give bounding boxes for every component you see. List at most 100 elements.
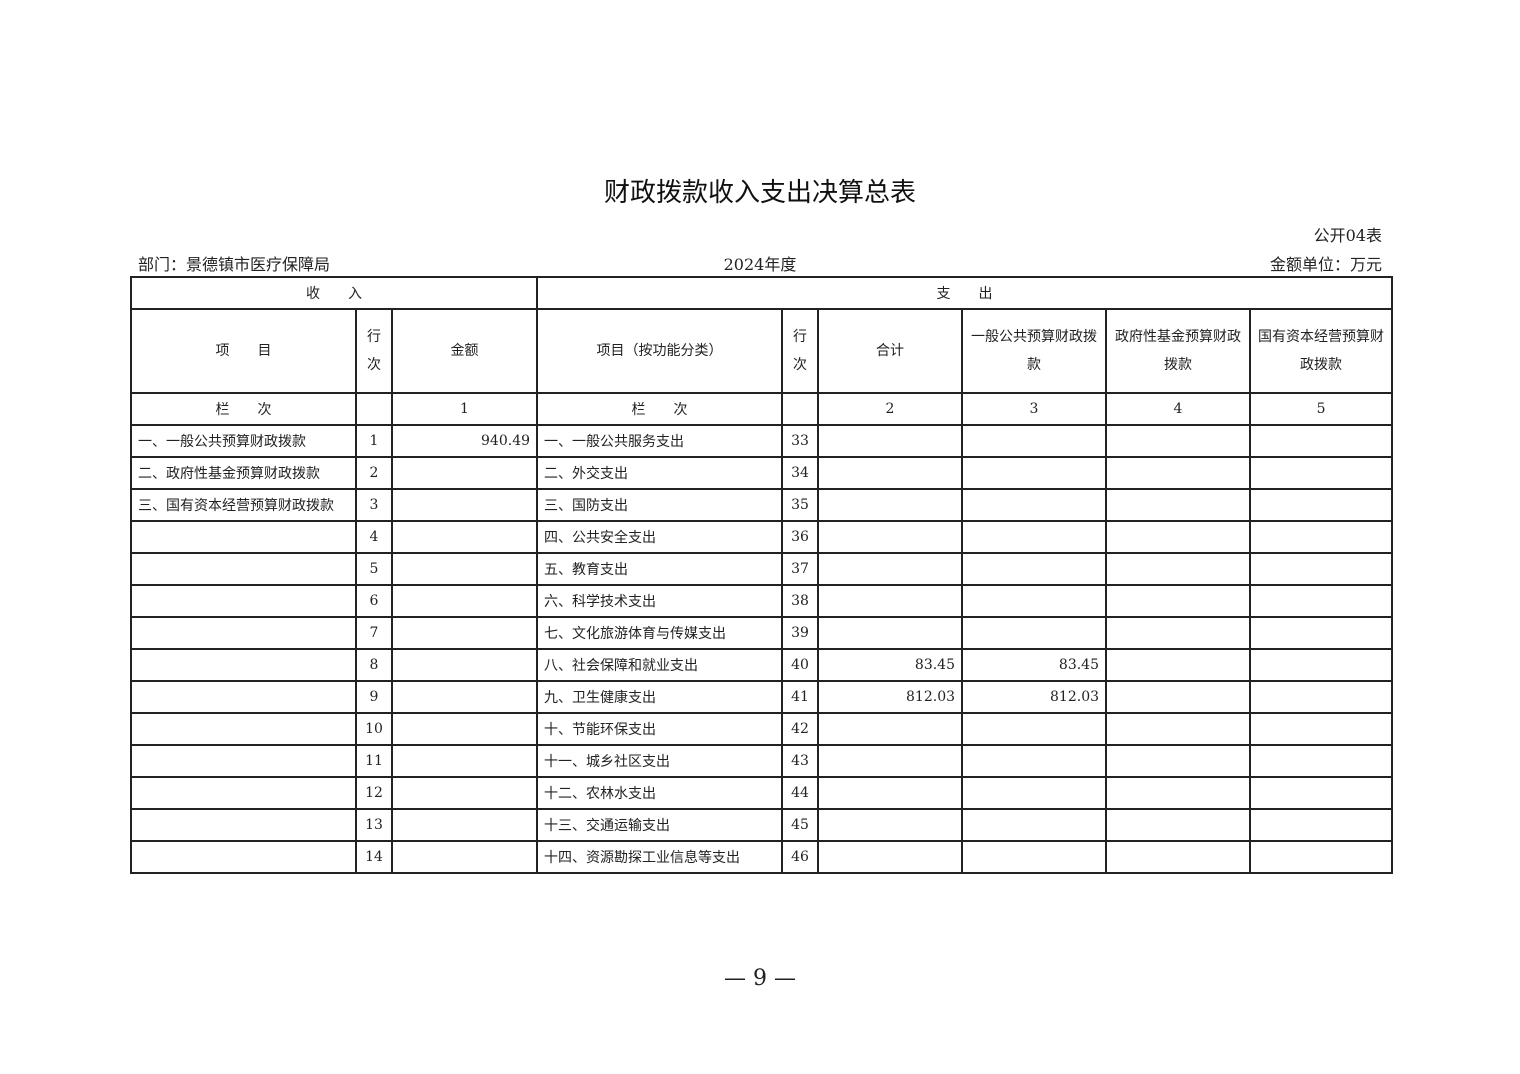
index-state-capital: 5 [1249,392,1394,426]
cell-expense-row: 38 [781,584,820,618]
cell-state-capital [1249,840,1394,874]
cell-income-amount [390,520,539,554]
cell-expense-row: 44 [781,776,820,810]
cell-income-item: 二、政府性基金预算财政拨款 [130,456,357,490]
cell-general-budget: 812.03 [961,680,1108,714]
cell-gov-fund [1105,648,1252,682]
table-row: 13 十三、交通运输支出 45 [130,808,1394,842]
table-row: 14 十四、资源勘探工业信息等支出 46 [130,840,1394,874]
cell-expense-row: 34 [781,456,820,490]
header-gov-fund: 政府性基金预算财政拨款 [1105,308,1252,394]
cell-state-capital [1249,584,1394,618]
fiscal-year: 2024年度 [723,255,797,274]
table-row: 5 五、教育支出 37 [130,552,1394,586]
table-row: 二、政府性基金预算财政拨款 2 二、外交支出 34 [130,456,1394,490]
cell-income-item [130,584,357,618]
cell-expense-item: 五、教育支出 [536,552,784,586]
cell-income-row: 5 [355,552,393,586]
cell-income-amount [390,584,539,618]
form-code: 公开04表 [1313,226,1382,245]
cell-state-capital [1249,520,1394,554]
cell-expense-row: 35 [781,488,820,522]
cell-total [817,584,964,618]
cell-expense-row: 36 [781,520,820,554]
cell-income-row: 7 [355,616,393,650]
cell-total [817,520,964,554]
cell-expense-row: 37 [781,552,820,586]
cell-expense-item: 三、国防支出 [536,488,784,522]
cell-expense-item: 十四、资源勘探工业信息等支出 [536,840,784,874]
budget-summary-table: 收 入 支 出 项 目 行次 金额 项目（按功能分类） 行次 合计 一般公共预算… [129,276,1394,874]
page-number: — 9 — [724,966,796,991]
cell-gov-fund [1105,520,1252,554]
cell-state-capital [1249,776,1394,810]
cell-expense-item: 九、卫生健康支出 [536,680,784,714]
cell-income-row: 8 [355,648,393,682]
cell-expense-item: 十、节能环保支出 [536,712,784,746]
cell-income-amount [390,648,539,682]
cell-gov-fund [1105,840,1252,874]
table-row: 6 六、科学技术支出 38 [130,584,1394,618]
cell-general-budget: 83.45 [961,648,1108,682]
cell-general-budget [961,840,1108,874]
cell-state-capital [1249,808,1394,842]
cell-state-capital [1249,712,1394,746]
cell-gov-fund [1105,680,1252,714]
cell-income-item [130,808,357,842]
cell-total [817,616,964,650]
cell-total [817,424,964,458]
cell-income-amount [390,776,539,810]
cell-gov-fund [1105,776,1252,810]
cell-income-item [130,744,357,778]
cell-total: 83.45 [817,648,964,682]
cell-income-amount [390,616,539,650]
cell-general-budget [961,616,1108,650]
cell-income-amount [390,744,539,778]
cell-expense-item: 十一、城乡社区支出 [536,744,784,778]
cell-income-row: 3 [355,488,393,522]
index-income-amount: 1 [390,392,539,426]
table-row: 三、国有资本经营预算财政拨款 3 三、国防支出 35 [130,488,1394,522]
cell-gov-fund [1105,744,1252,778]
cell-expense-item: 十三、交通运输支出 [536,808,784,842]
cell-total [817,712,964,746]
index-total: 2 [817,392,964,426]
cell-expense-item: 四、公共安全支出 [536,520,784,554]
index-income-row [355,392,393,426]
cell-income-row: 9 [355,680,393,714]
index-expense-row [781,392,820,426]
table-row: 一、一般公共预算财政拨款 1 940.49 一、一般公共服务支出 33 [130,424,1394,458]
cell-total [817,808,964,842]
cell-income-row: 4 [355,520,393,554]
cell-income-amount [390,840,539,874]
cell-state-capital [1249,488,1394,522]
cell-state-capital [1249,552,1394,586]
index-gov-fund: 4 [1105,392,1252,426]
income-section-header: 收 入 [129,276,539,310]
cell-income-row: 10 [355,712,393,746]
cell-income-row: 13 [355,808,393,842]
table-row: 7 七、文化旅游体育与传媒支出 39 [130,616,1394,650]
cell-expense-row: 39 [781,616,820,650]
cell-general-budget [961,584,1108,618]
department: 部门：景德镇市医疗保障局 [138,255,331,274]
cell-total: 812.03 [817,680,964,714]
cell-income-item [130,616,357,650]
cell-income-row: 11 [355,744,393,778]
cell-general-budget [961,744,1108,778]
cell-gov-fund [1105,456,1252,490]
cell-income-amount: 940.49 [390,424,539,458]
table-row: 8 八、社会保障和就业支出 40 83.45 83.45 [130,648,1394,682]
cell-income-item: 三、国有资本经营预算财政拨款 [130,488,357,522]
expense-section-header: 支 出 [536,276,1394,310]
cell-general-budget [961,520,1108,554]
cell-general-budget [961,424,1108,458]
cell-expense-item: 十二、农林水支出 [536,776,784,810]
cell-expense-row: 41 [781,680,820,714]
cell-expense-item: 一、一般公共服务支出 [536,424,784,458]
index-income-label: 栏 次 [130,392,357,426]
cell-gov-fund [1105,552,1252,586]
cell-state-capital [1249,456,1394,490]
cell-gov-fund [1105,712,1252,746]
cell-expense-item: 二、外交支出 [536,456,784,490]
